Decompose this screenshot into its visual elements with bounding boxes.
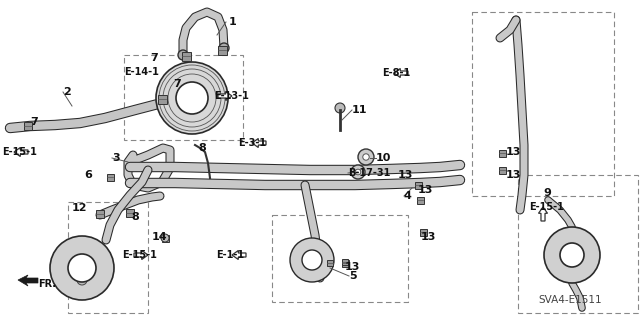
Circle shape (355, 169, 361, 175)
Text: 6: 6 (84, 170, 92, 180)
Text: FR.: FR. (38, 279, 56, 289)
Text: E-14-1: E-14-1 (124, 67, 159, 77)
Polygon shape (18, 275, 38, 286)
Circle shape (77, 275, 87, 285)
Bar (272, 215, 408, 302)
Text: 12: 12 (72, 203, 88, 213)
Bar (499, 150, 506, 157)
Text: 10: 10 (376, 153, 392, 163)
Circle shape (290, 238, 334, 282)
Bar (162, 235, 169, 242)
Circle shape (76, 262, 88, 274)
Polygon shape (394, 69, 408, 78)
Text: 13: 13 (398, 170, 413, 180)
Text: 5: 5 (349, 271, 356, 281)
Circle shape (187, 93, 197, 103)
Text: E-15-1: E-15-1 (122, 250, 157, 260)
Bar (96, 210, 104, 218)
Circle shape (358, 149, 374, 165)
Bar (415, 182, 422, 189)
Circle shape (335, 103, 345, 113)
Text: E-1-1: E-1-1 (216, 250, 244, 260)
Text: 8: 8 (198, 143, 205, 153)
Text: 13: 13 (506, 170, 522, 180)
Polygon shape (14, 147, 28, 157)
Text: 9: 9 (543, 188, 551, 198)
Text: E-15-1: E-15-1 (529, 202, 564, 212)
Bar (342, 259, 348, 265)
Text: 1: 1 (229, 17, 237, 27)
Polygon shape (538, 207, 547, 221)
Bar (342, 260, 349, 267)
Polygon shape (252, 138, 266, 147)
Circle shape (560, 243, 584, 267)
Polygon shape (232, 250, 246, 259)
Bar (417, 197, 424, 204)
Bar (182, 52, 191, 61)
Text: 3: 3 (112, 153, 120, 163)
Circle shape (50, 236, 114, 300)
Text: 13: 13 (345, 262, 360, 272)
Polygon shape (134, 250, 148, 259)
Circle shape (567, 250, 577, 260)
Text: 8: 8 (131, 212, 139, 222)
Bar (24, 122, 32, 130)
Circle shape (176, 82, 208, 114)
Text: 7: 7 (173, 79, 180, 89)
Circle shape (302, 250, 322, 270)
Text: E-15-1: E-15-1 (2, 147, 37, 157)
Circle shape (308, 256, 316, 264)
Circle shape (219, 43, 229, 53)
Text: 13: 13 (418, 185, 433, 195)
Bar (499, 167, 506, 174)
Text: 2: 2 (63, 87, 71, 97)
Circle shape (178, 50, 188, 60)
Text: 7: 7 (30, 117, 38, 127)
Circle shape (184, 90, 200, 106)
Text: E-13-1: E-13-1 (214, 91, 249, 101)
Bar (218, 46, 227, 55)
Bar (420, 229, 427, 236)
Bar (107, 174, 114, 181)
Circle shape (363, 154, 369, 160)
Text: 7: 7 (150, 53, 157, 63)
Bar (327, 260, 333, 266)
Circle shape (68, 254, 96, 282)
Bar (126, 209, 134, 217)
Bar (158, 95, 167, 104)
Bar (472, 12, 614, 196)
Text: 11: 11 (352, 105, 367, 115)
Text: B-17-31: B-17-31 (348, 168, 390, 178)
Circle shape (351, 165, 365, 179)
Bar (124, 55, 243, 140)
Circle shape (161, 234, 169, 242)
Text: E-3-1: E-3-1 (238, 138, 266, 148)
Text: 4: 4 (404, 191, 412, 201)
Text: SVA4-E1511: SVA4-E1511 (538, 295, 602, 305)
Circle shape (156, 62, 228, 134)
Text: 14: 14 (152, 232, 168, 242)
Circle shape (544, 227, 600, 283)
Bar (518, 175, 638, 313)
Polygon shape (218, 92, 232, 100)
Text: 13: 13 (506, 147, 522, 157)
Text: E-8-1: E-8-1 (382, 68, 410, 78)
Text: 13: 13 (421, 232, 436, 242)
Bar (68, 202, 148, 313)
